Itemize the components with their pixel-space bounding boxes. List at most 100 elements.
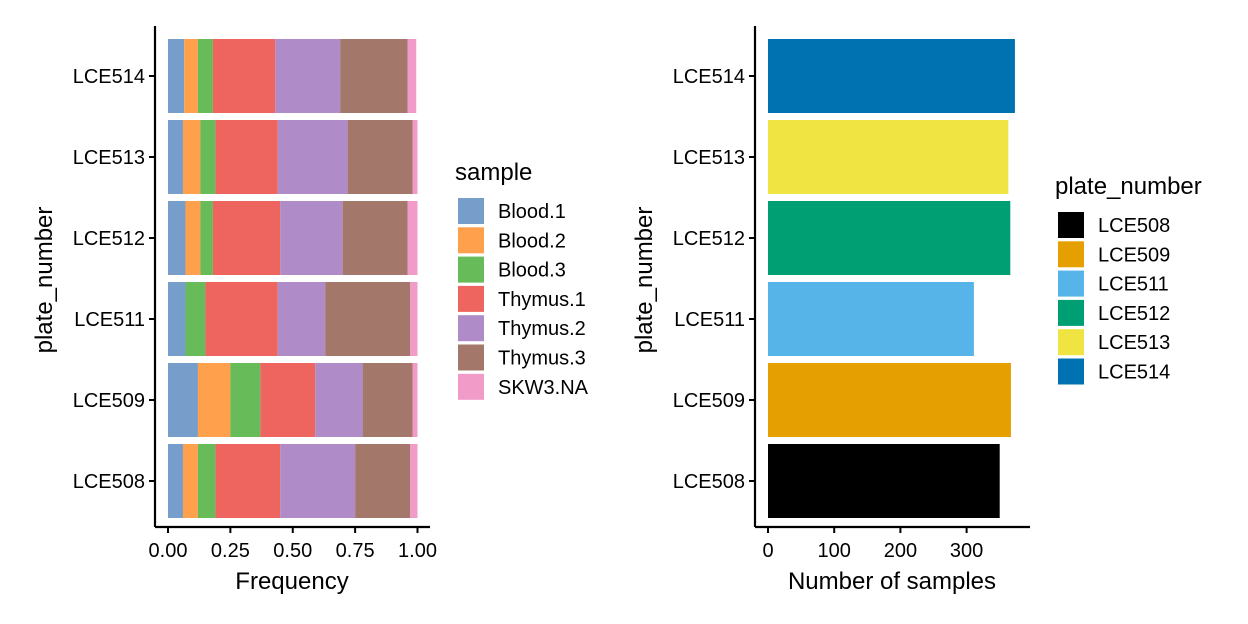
x-tick-label-2-0: 0 [762,540,773,562]
legend-label-1-skw3-na: SKW3.NA [498,377,589,399]
y-axis-title-1: plate_number [31,207,58,354]
legend-swatch-1-blood-2 [458,227,484,254]
bar-segment-lce513-thymus-3 [347,120,413,194]
legend-label-1-thymus-2: Thymus.2 [498,318,586,340]
y-tick-label-2-lce514: LCE514 [673,66,745,88]
legend-swatch-2-lce509 [1058,241,1084,268]
bar-segment-lce509-thymus-3 [362,363,413,437]
bar-segment-lce511-blood-3 [185,282,206,356]
bar-segment-lce509-blood-3 [230,363,261,437]
legend-label-1-blood-2: Blood.2 [498,230,566,252]
legend-label-1-blood-1: Blood.1 [498,201,566,223]
bar-segment-lce508-blood-2 [182,444,198,518]
legend-label-2-lce509: LCE509 [1098,244,1170,266]
x-tick-label-1-1: 0.25 [211,540,250,562]
legend-label-1-blood-3: Blood.3 [498,260,566,282]
bar-segment-lce511-thymus-3 [325,282,411,356]
bar-segment-lce511-blood-1 [168,282,186,356]
bar-segment-lce512-thymus-3 [342,201,408,275]
bar-segment-lce509-thymus-1 [260,363,316,437]
legend-label-2-lce511: LCE511 [1098,274,1169,296]
y-tick-label-1-lce513: LCE513 [73,147,145,169]
bar-segment-lce512-blood-1 [168,201,186,275]
bar-segment-lce512-thymus-1 [212,201,281,275]
x-tick-label-1-0: 0.00 [149,540,188,562]
bar-segment-lce509-blood-1 [168,363,198,437]
x-tick-label-2-3: 300 [950,540,983,562]
y-tick-label-1-lce508: LCE508 [73,471,145,493]
legend-label-2-lce513: LCE513 [1098,332,1170,354]
legend-swatch-1-blood-1 [458,198,484,224]
bar-segment-lce512-blood-3 [200,201,213,275]
bar-segment-lce513-blood-2 [182,120,201,194]
bar-segment-lce513-blood-1 [168,120,183,194]
legend-swatch-1-thymus-2 [458,315,484,342]
bar-segment-lce513-skw3-na [412,120,418,194]
bar-lce513 [768,120,1009,194]
bar-segment-lce508-thymus-1 [215,444,281,518]
y-tick-label-2-lce513: LCE513 [673,147,745,169]
legend-label-2-lce514: LCE514 [1098,362,1170,384]
legend-title-2: plate_number [1055,173,1202,200]
bar-segment-lce513-blood-3 [200,120,216,194]
y-tick-label-2-lce512: LCE512 [673,228,745,250]
bar-segment-lce512-skw3-na [407,201,418,275]
y-tick-label-1-lce511: LCE511 [74,309,145,331]
y-tick-label-1-lce514: LCE514 [73,66,145,88]
x-tick-label-1-3: 0.75 [336,540,375,562]
bar-segment-lce514-thymus-3 [340,39,408,113]
x-tick-label-2-2: 200 [884,540,917,562]
bar-segment-lce514-thymus-1 [212,39,276,113]
legend-label-2-lce512: LCE512 [1098,303,1170,325]
bar-lce514 [768,39,1015,113]
x-tick-label-1-2: 0.50 [273,540,312,562]
y-tick-label-2-lce509: LCE509 [673,390,745,412]
legend-swatch-1-blood-3 [458,256,484,283]
bar-segment-lce512-blood-2 [185,201,201,275]
bar-segment-lce508-thymus-3 [355,444,411,518]
legend-swatch-1-skw3-na [458,373,484,400]
legend-label-2-lce508: LCE508 [1098,215,1170,237]
legend-swatch-1-thymus-1 [458,285,484,312]
bar-lce512 [768,201,1011,275]
y-tick-label-2-lce508: LCE508 [673,471,745,493]
bar-segment-lce508-skw3-na [410,444,418,518]
bar-lce508 [768,444,1000,518]
legend-swatch-2-lce513 [1058,329,1084,356]
x-tick-label-1-4: 1.00 [398,540,437,562]
bar-segment-lce509-skw3-na [412,363,418,437]
bar-segment-lce512-thymus-2 [280,201,343,275]
bar-segment-lce511-thymus-1 [205,282,278,356]
bar-segment-lce511-skw3-na [410,282,418,356]
x-axis-title-2: Number of samples [788,568,996,595]
bar-segment-lce513-thymus-2 [277,120,348,194]
bar-segment-lce509-thymus-2 [315,363,363,437]
legend-label-1-thymus-1: Thymus.1 [498,289,586,311]
bar-segment-lce514-blood-3 [197,39,213,113]
bar-lce511 [768,282,974,356]
y-tick-label-2-lce511: LCE511 [674,309,745,331]
bar-segment-lce508-thymus-2 [280,444,356,518]
legend-swatch-2-lce512 [1058,299,1084,326]
bar-segment-lce508-blood-3 [197,444,216,518]
bar-segment-lce514-blood-1 [168,39,185,113]
bar-segment-lce511-thymus-2 [277,282,326,356]
bar-segment-lce514-skw3-na [407,39,417,113]
y-tick-label-1-lce509: LCE509 [73,390,145,412]
legend-swatch-2-lce511 [1058,270,1084,297]
x-tick-label-2-1: 100 [818,540,851,562]
y-axis-title-2: plate_number [631,207,658,354]
legend-swatch-2-lce514 [1058,358,1084,385]
bar-segment-lce513-thymus-1 [215,120,278,194]
legend-swatch-1-thymus-3 [458,344,484,371]
bar-segment-lce508-blood-1 [168,444,183,518]
bar-segment-lce509-blood-2 [197,363,231,437]
bar-segment-lce514-thymus-2 [275,39,341,113]
legend-title-1: sample [455,159,532,186]
x-axis-title-1: Frequency [235,568,348,595]
bar-segment-lce514-blood-2 [184,39,198,113]
bar-lce509 [768,363,1011,437]
y-tick-label-1-lce512: LCE512 [73,228,145,250]
legend-label-1-thymus-3: Thymus.3 [498,348,586,370]
